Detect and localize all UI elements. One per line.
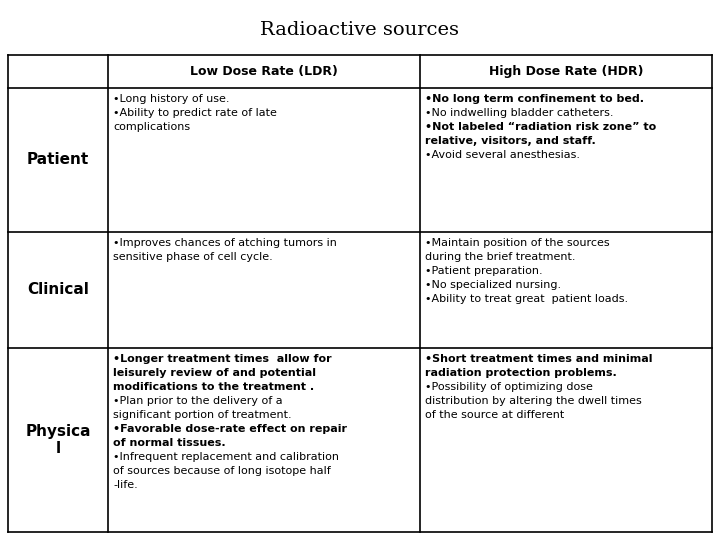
Text: distribution by altering the dwell times: distribution by altering the dwell times [425,396,642,406]
Text: •Plan prior to the delivery of a: •Plan prior to the delivery of a [113,396,283,406]
Text: •Infrequent replacement and calibration: •Infrequent replacement and calibration [113,452,339,462]
Text: relative, visitors, and staff.: relative, visitors, and staff. [425,136,595,146]
Text: radiation protection problems.: radiation protection problems. [425,368,617,378]
Text: leisurely review of and potential: leisurely review of and potential [113,368,316,378]
Text: Patient: Patient [27,152,89,167]
Text: •Maintain position of the sources: •Maintain position of the sources [425,238,610,248]
Text: -life.: -life. [113,480,138,490]
Text: during the brief treatment.: during the brief treatment. [425,252,575,262]
Text: •No specialized nursing.: •No specialized nursing. [425,280,561,290]
Text: •Favorable dose-rate effect on repair: •Favorable dose-rate effect on repair [113,424,347,434]
Text: significant portion of treatment.: significant portion of treatment. [113,410,292,420]
Text: •No long term confinement to bed.: •No long term confinement to bed. [425,94,644,104]
Text: •Patient preparation.: •Patient preparation. [425,266,543,276]
Text: modifications to the treatment .: modifications to the treatment . [113,382,314,392]
Text: High Dose Rate (HDR): High Dose Rate (HDR) [489,65,643,78]
Text: •Short treatment times and minimal: •Short treatment times and minimal [425,354,652,364]
Text: •Improves chances of atching tumors in: •Improves chances of atching tumors in [113,238,337,248]
Text: of sources because of long isotope half: of sources because of long isotope half [113,466,330,476]
Text: •Longer treatment times  allow for: •Longer treatment times allow for [113,354,332,364]
Text: •Possibility of optimizing dose: •Possibility of optimizing dose [425,382,593,392]
Text: of the source at different: of the source at different [425,410,564,420]
Text: of normal tissues.: of normal tissues. [113,438,225,448]
Text: Low Dose Rate (LDR): Low Dose Rate (LDR) [190,65,338,78]
Text: Radioactive sources: Radioactive sources [261,21,459,39]
Text: •Not labeled “radiation risk zone” to: •Not labeled “radiation risk zone” to [425,122,656,132]
Text: Physica
l: Physica l [25,424,91,456]
Text: •Ability to predict rate of late: •Ability to predict rate of late [113,108,277,118]
Text: •Avoid several anesthesias.: •Avoid several anesthesias. [425,150,580,160]
Text: Clinical: Clinical [27,282,89,298]
Text: •Long history of use.: •Long history of use. [113,94,230,104]
Text: sensitive phase of cell cycle.: sensitive phase of cell cycle. [113,252,273,262]
Text: complications: complications [113,122,190,132]
Text: •Ability to treat great  patient loads.: •Ability to treat great patient loads. [425,294,628,304]
Text: •No indwelling bladder catheters.: •No indwelling bladder catheters. [425,108,613,118]
